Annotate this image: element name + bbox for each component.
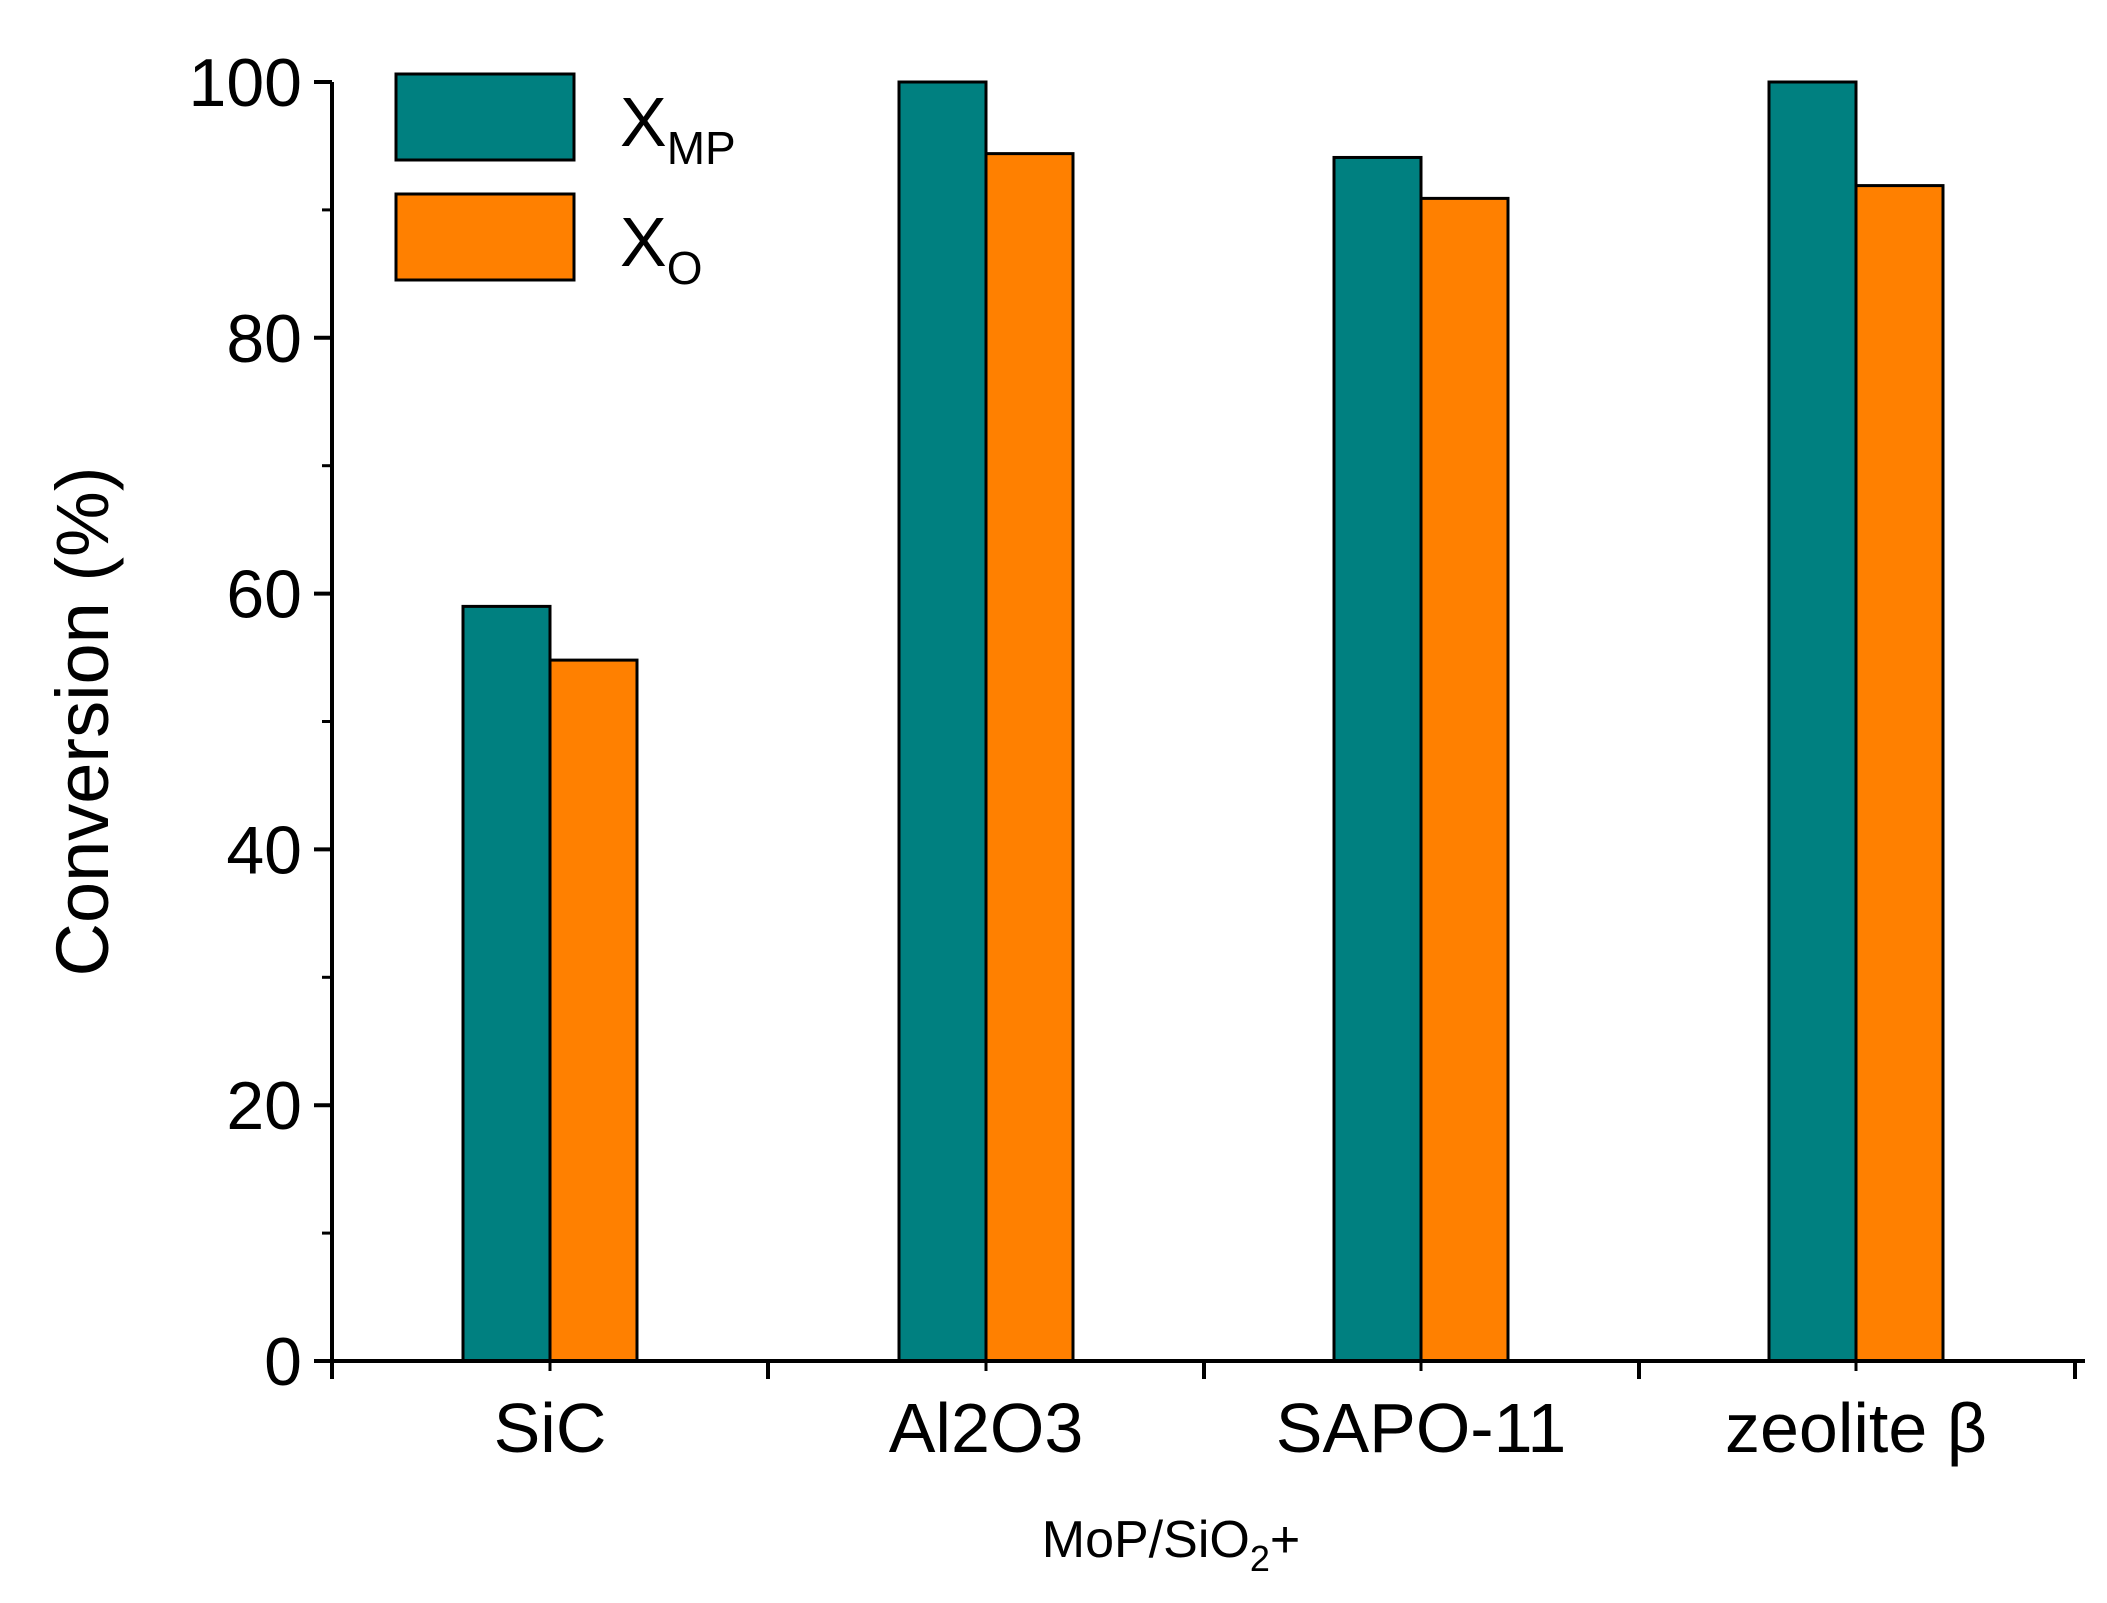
- legend-label-o: XO: [620, 203, 702, 294]
- bar-mp-1: [897, 80, 988, 1363]
- x-tick-label: SiC: [494, 1389, 607, 1467]
- bar-mp-3: [1767, 80, 1858, 1363]
- legend: XMP XO: [394, 72, 736, 294]
- y-tick-label: 100: [189, 45, 302, 121]
- axis-labels: Conversion (%) MoP/SiO2+: [41, 467, 1300, 1579]
- bar-mp-2: [1332, 155, 1423, 1363]
- bar-mp-0: [461, 604, 552, 1363]
- legend-swatch-mp: [394, 72, 576, 162]
- ticks-layer: SiC Al2O3 SAPO-11 zeolite β 0 20 40 60 80 100: [189, 45, 2077, 1467]
- x-axis-title: MoP/SiO2+: [1042, 1511, 1300, 1579]
- x-tick-label: zeolite β: [1725, 1389, 1987, 1467]
- bars-layer: [461, 80, 1945, 1363]
- y-tick-label: 0: [264, 1324, 302, 1400]
- bar-o-1: [984, 152, 1075, 1363]
- bar-o-2: [1419, 196, 1510, 1363]
- legend-swatch-o: [394, 192, 576, 282]
- bar-o-0: [548, 658, 639, 1363]
- x-tick-label: Al2O3: [889, 1389, 1084, 1467]
- bar-o-3: [1854, 184, 1945, 1363]
- y-axis-title: Conversion (%): [41, 467, 124, 977]
- legend-label-mp: XMP: [620, 83, 736, 174]
- y-tick-label: 40: [226, 812, 302, 888]
- x-tick-label: SAPO-11: [1276, 1389, 1567, 1467]
- y-tick-label: 80: [226, 301, 302, 377]
- y-tick-label: 60: [226, 557, 302, 633]
- y-tick-label: 20: [226, 1068, 302, 1144]
